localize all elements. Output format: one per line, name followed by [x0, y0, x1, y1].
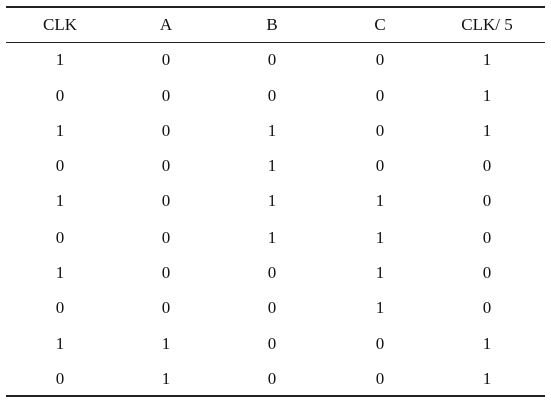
table-cell: 0	[161, 263, 171, 282]
table-cell: 1	[55, 334, 65, 353]
table-cell: 1	[267, 156, 277, 175]
table-cell: 0	[55, 228, 65, 247]
table-cell: 0	[161, 228, 171, 247]
header-cell: CLK	[43, 15, 77, 34]
table-cell: 1	[267, 121, 277, 140]
table-cell: 1	[375, 263, 385, 282]
header-cell: A	[159, 15, 173, 34]
table-cell: 0	[267, 50, 277, 69]
table-cell: 0	[482, 298, 492, 317]
table-cell: 0	[267, 334, 277, 353]
table-cell: 1	[482, 369, 492, 388]
table-cell: 0	[482, 191, 492, 210]
table-cell: 0	[267, 86, 277, 105]
header-cell: CLK/ 5	[461, 15, 513, 34]
table-cell: 1	[55, 191, 65, 210]
table-cell: 1	[55, 263, 65, 282]
table-cell: 1	[482, 50, 492, 69]
table-cell: 1	[375, 228, 385, 247]
header-cell: C	[374, 15, 386, 34]
table-cell: 1	[55, 121, 65, 140]
table-cell: 1	[55, 50, 65, 69]
table-cell: 0	[161, 298, 171, 317]
table-cell: 0	[375, 50, 385, 69]
table-cell: 0	[55, 298, 65, 317]
table-cell: 0	[375, 121, 385, 140]
table-cell: 0	[161, 121, 171, 140]
table-cell: 0	[482, 263, 492, 282]
table-cell: 0	[161, 86, 171, 105]
table-cell: 0	[267, 263, 277, 282]
table-cell: 0	[55, 86, 65, 105]
table-cell: 1	[375, 191, 385, 210]
table-cell: 1	[267, 228, 277, 247]
table-cell: 1	[161, 334, 171, 353]
table-cell: 0	[267, 369, 277, 388]
table-cell: 0	[267, 298, 277, 317]
table-cell: 0	[375, 334, 385, 353]
bottom-rule	[6, 395, 545, 397]
top-rule	[6, 6, 545, 8]
table-cell: 0	[482, 156, 492, 175]
table-cell: 1	[482, 334, 492, 353]
table-cell: 1	[482, 121, 492, 140]
table-cell: 1	[375, 298, 385, 317]
table-cell: 0	[375, 86, 385, 105]
table-cell: 0	[375, 156, 385, 175]
header-rule	[6, 42, 545, 43]
table-cell: 1	[161, 369, 171, 388]
table-cell: 0	[55, 369, 65, 388]
table-cell: 0	[55, 156, 65, 175]
table-cell: 0	[482, 228, 492, 247]
table-cell: 0	[161, 50, 171, 69]
table-cell: 0	[375, 369, 385, 388]
table-cell: 1	[267, 191, 277, 210]
table-cell: 0	[161, 156, 171, 175]
table-cell: 1	[482, 86, 492, 105]
header-cell: B	[266, 15, 278, 34]
table-cell: 0	[161, 191, 171, 210]
